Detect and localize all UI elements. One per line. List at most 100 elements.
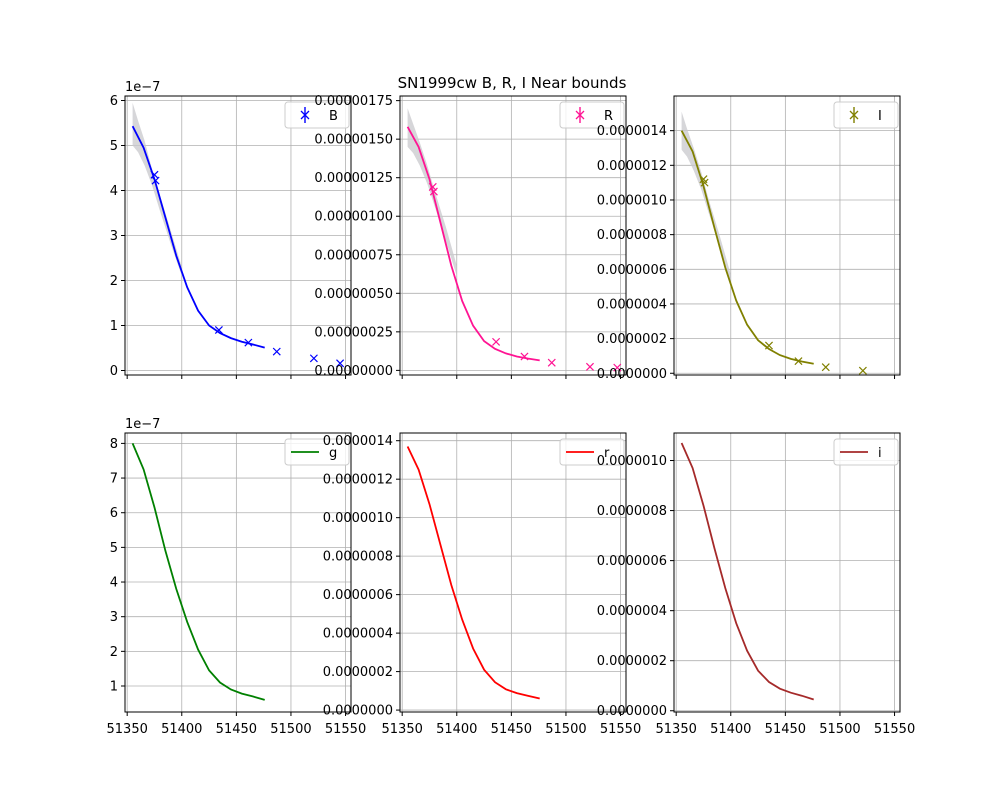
y-tick-label: 0.0000012	[597, 159, 667, 174]
data-point	[151, 176, 160, 185]
panel-i-upper: 0.0000000 0.0000002 0.0000004 0.0000006 0.00…	[597, 95, 901, 382]
y-tick-label: 0.0000006	[597, 263, 667, 278]
legend-label-r: r	[604, 446, 610, 461]
x-tick-label: 51400	[436, 722, 477, 737]
x-tick-label: 51350	[656, 722, 697, 737]
y-tick-label: 0.00000050	[314, 287, 393, 302]
y-tick-label: 2	[110, 645, 118, 660]
y-tick-label: 0.0000004	[323, 627, 393, 642]
x-tick-label: 51450	[765, 722, 806, 737]
curve-line-r	[406, 446, 540, 700]
x-tick-label: 51450	[491, 722, 532, 737]
y-tick-label: 0.0000010	[597, 454, 667, 469]
data-point	[613, 363, 622, 372]
data-point	[214, 325, 223, 335]
data-point	[244, 338, 253, 347]
data-point	[821, 363, 830, 372]
panel-b-upper: 0 1 2 3 4 5 6 1e−7 B	[110, 80, 352, 379]
data-point	[794, 357, 803, 366]
y-tick-label: 6	[110, 506, 118, 521]
x-tick-label: 51500	[270, 722, 311, 737]
y-tick-label: 8	[110, 437, 118, 452]
legend-label-g: g	[329, 446, 337, 461]
y-tick-label: 0.0000008	[597, 228, 667, 243]
y-tick-label: 1	[110, 680, 118, 695]
y-tick-label: 0.0000010	[597, 193, 667, 208]
y-tick-label: 0.0000012	[323, 473, 393, 488]
y-tick-label: 0.0000004	[597, 297, 667, 312]
panel-i-lower: 51350 51400 51450 51500 51550 0.0000000 0.0000…	[597, 432, 915, 737]
y-tick-label: 6	[110, 94, 118, 109]
offset-label: 1e−7	[125, 80, 160, 95]
y-tick-label: 2	[110, 274, 118, 289]
x-tick-label: 51450	[216, 722, 257, 737]
data-point	[700, 178, 709, 187]
y-tick-label: 0.0000010	[323, 511, 393, 526]
y-tick-label: 0.00000000	[314, 364, 393, 379]
panel-g-lower: 51350 51400 51450 51500 51550 1 2 3 4 5 6 7 8 1e−7 g	[107, 417, 367, 737]
panel-r-upper: 0.00000000 0.00000025 0.00000050 0.00000075…	[314, 94, 627, 379]
y-tick-label: 0.0000000	[597, 704, 667, 719]
axes-frame	[673, 95, 901, 376]
data-point	[547, 358, 556, 367]
x-tick-label: 51500	[545, 722, 586, 737]
x-tick-label: 51350	[107, 722, 148, 737]
y-tick-label: 5	[110, 541, 118, 556]
data-point	[428, 182, 437, 191]
x-tick-label: 51550	[325, 722, 366, 737]
legend-label-B: B	[329, 109, 338, 124]
data-point	[858, 366, 867, 375]
figure-title: SN1999cw B, R, I Near bounds	[398, 74, 627, 92]
panel-r-lower: 51350 51400 51450 51500 51550 0.0000000 0.0000…	[323, 432, 641, 737]
y-tick-label: 0.0000002	[323, 665, 393, 680]
data-point	[585, 362, 594, 371]
y-tick-label: 0.00000125	[314, 171, 393, 186]
legend-label-R: R	[604, 109, 613, 124]
y-tick-label: 0.0000006	[323, 588, 393, 603]
y-tick-label: 0.0000004	[597, 604, 667, 619]
x-tick-label: 51350	[382, 722, 423, 737]
x-tick-label: 51550	[600, 722, 641, 737]
data-point	[336, 359, 345, 368]
y-tick-label: 5	[110, 139, 118, 154]
axes-frame	[673, 432, 901, 713]
data-point	[764, 341, 774, 350]
y-tick-label: 4	[110, 576, 118, 591]
curve-line-g	[131, 443, 265, 701]
data-point	[492, 337, 501, 346]
y-tick-label: 0.00000175	[314, 94, 393, 109]
legend-label-I: I	[878, 109, 882, 124]
y-tick-label: 0.00000075	[314, 248, 393, 263]
y-tick-label: 0.0000014	[597, 124, 667, 139]
y-tick-label: 0	[110, 364, 118, 379]
y-tick-label: 0.0000002	[597, 332, 667, 347]
legend-marker	[575, 110, 585, 120]
curve-line-I	[680, 130, 814, 365]
curve-line-B	[131, 125, 265, 349]
legend-box	[833, 101, 899, 129]
y-tick-label: 0.0000008	[323, 550, 393, 565]
y-tick-label: 7	[110, 472, 118, 487]
y-tick-label: 1	[110, 319, 118, 334]
data-point	[272, 347, 281, 356]
axes-frame	[124, 432, 352, 713]
x-tick-label: 51550	[874, 722, 915, 737]
legend-box	[559, 101, 625, 129]
curve-line-R	[406, 126, 540, 362]
y-tick-label: 0.0000006	[597, 554, 667, 569]
y-tick-label: 0.00000150	[314, 133, 393, 148]
y-tick-label: 0.00000025	[314, 325, 393, 340]
legend-label-i: i	[878, 446, 882, 461]
axes-frame	[399, 432, 627, 713]
legend-marker	[849, 110, 859, 120]
axes-frame	[399, 95, 627, 376]
data-point	[429, 187, 438, 196]
legend-marker	[300, 110, 310, 120]
y-tick-label: 4	[110, 184, 118, 199]
x-tick-label: 51400	[161, 722, 202, 737]
curve-line-i	[680, 442, 814, 701]
x-tick-label: 51400	[710, 722, 751, 737]
y-tick-label: 3	[110, 610, 118, 625]
y-tick-label: 0.0000000	[323, 704, 393, 719]
